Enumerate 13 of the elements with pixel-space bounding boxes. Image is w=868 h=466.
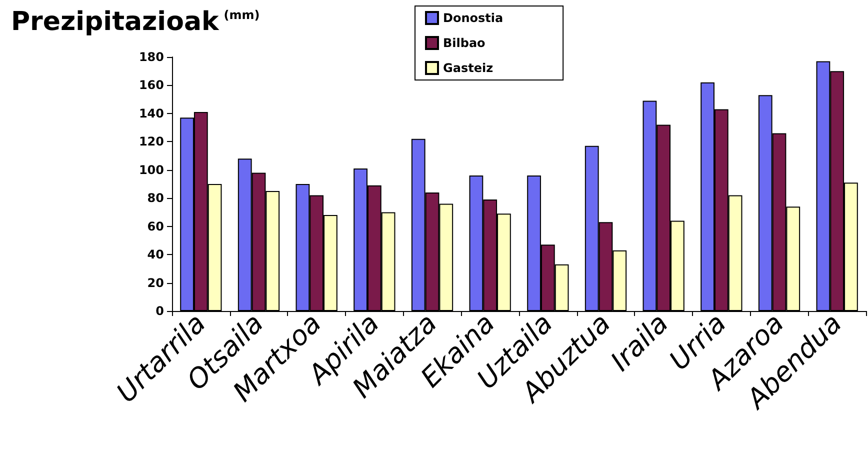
y-tick-label: 180: [138, 50, 164, 64]
y-tick-label: 100: [138, 162, 164, 177]
y-tick-label: 120: [138, 134, 164, 149]
legend-label: Gasteiz: [443, 61, 494, 75]
y-tick-label: 140: [138, 106, 164, 120]
y-tick-label: 40: [147, 248, 164, 262]
y-tick-label: 60: [147, 219, 164, 234]
y-tick-label: 20: [147, 276, 164, 290]
y-tick-label: 0: [156, 304, 164, 318]
y-tick-label: 80: [147, 191, 164, 206]
legend-label: Donostia: [443, 11, 504, 25]
y-tick-label: 160: [138, 78, 164, 92]
legend-label: Bilbao: [443, 36, 486, 50]
